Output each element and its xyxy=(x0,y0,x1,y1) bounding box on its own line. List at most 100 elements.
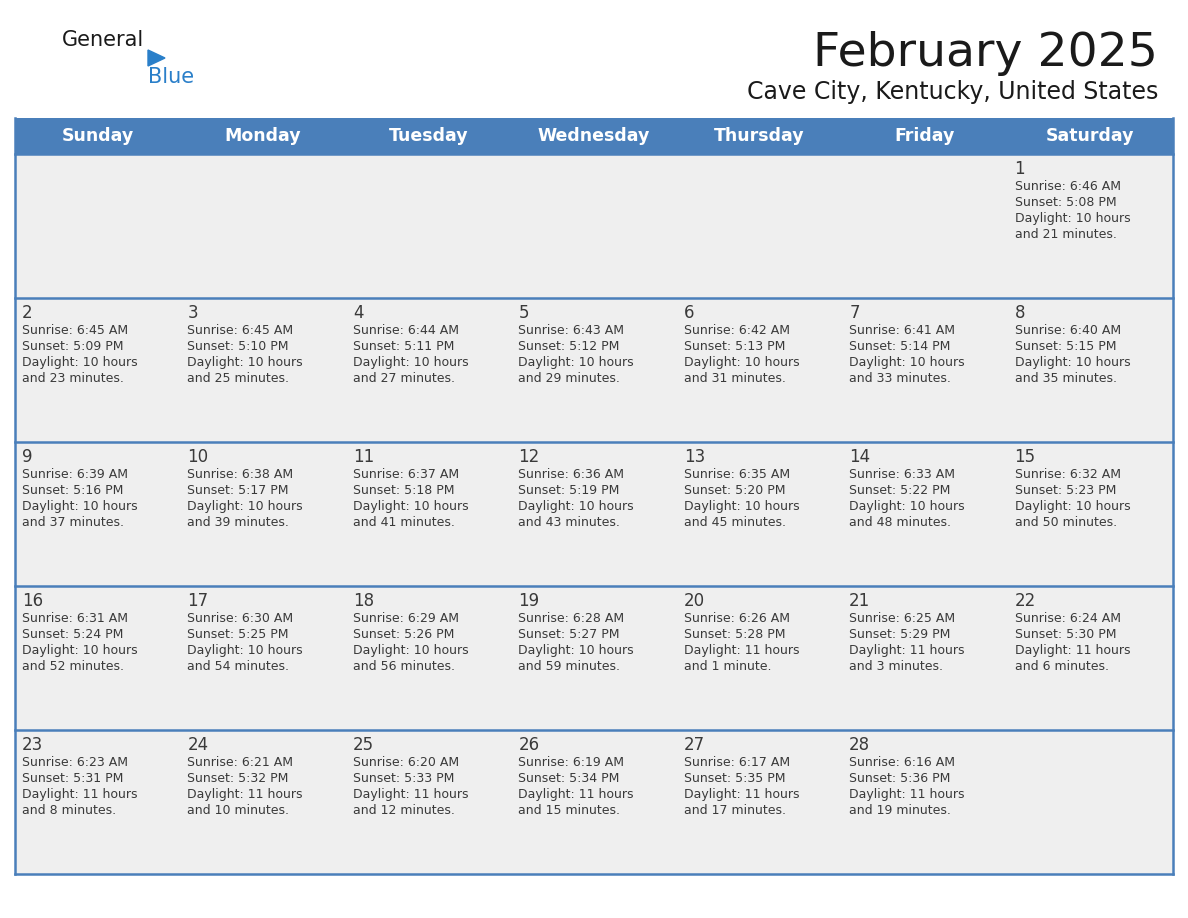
Text: Sunset: 5:10 PM: Sunset: 5:10 PM xyxy=(188,340,289,353)
Text: Blue: Blue xyxy=(148,67,194,87)
Text: Daylight: 11 hours: Daylight: 11 hours xyxy=(518,788,633,801)
Text: Sunset: 5:20 PM: Sunset: 5:20 PM xyxy=(684,484,785,497)
Text: and 52 minutes.: and 52 minutes. xyxy=(23,660,124,673)
Text: Sunrise: 6:20 AM: Sunrise: 6:20 AM xyxy=(353,756,459,769)
Text: Sunrise: 6:36 AM: Sunrise: 6:36 AM xyxy=(518,468,624,481)
Text: Daylight: 10 hours: Daylight: 10 hours xyxy=(518,500,634,513)
Text: Daylight: 10 hours: Daylight: 10 hours xyxy=(849,500,965,513)
Text: Sunrise: 6:33 AM: Sunrise: 6:33 AM xyxy=(849,468,955,481)
Text: 19: 19 xyxy=(518,592,539,610)
Text: Daylight: 11 hours: Daylight: 11 hours xyxy=(849,788,965,801)
Text: Sunset: 5:23 PM: Sunset: 5:23 PM xyxy=(1015,484,1116,497)
Text: Sunrise: 6:45 AM: Sunrise: 6:45 AM xyxy=(23,324,128,337)
Text: 14: 14 xyxy=(849,448,871,466)
Text: Sunrise: 6:16 AM: Sunrise: 6:16 AM xyxy=(849,756,955,769)
Text: 12: 12 xyxy=(518,448,539,466)
Text: Sunset: 5:18 PM: Sunset: 5:18 PM xyxy=(353,484,454,497)
Text: February 2025: February 2025 xyxy=(813,30,1158,75)
Text: Thursday: Thursday xyxy=(714,127,804,145)
Text: Sunset: 5:32 PM: Sunset: 5:32 PM xyxy=(188,772,289,785)
Text: Daylight: 10 hours: Daylight: 10 hours xyxy=(849,356,965,369)
Bar xyxy=(15,118,1173,154)
Text: and 35 minutes.: and 35 minutes. xyxy=(1015,372,1117,385)
Text: Sunset: 5:11 PM: Sunset: 5:11 PM xyxy=(353,340,454,353)
Text: Sunset: 5:29 PM: Sunset: 5:29 PM xyxy=(849,628,950,641)
Text: and 45 minutes.: and 45 minutes. xyxy=(684,516,785,529)
Text: 24: 24 xyxy=(188,736,209,754)
Text: Sunset: 5:33 PM: Sunset: 5:33 PM xyxy=(353,772,454,785)
Bar xyxy=(15,730,1173,874)
Text: 27: 27 xyxy=(684,736,704,754)
Text: Sunrise: 6:37 AM: Sunrise: 6:37 AM xyxy=(353,468,459,481)
Text: Sunrise: 6:26 AM: Sunrise: 6:26 AM xyxy=(684,612,790,625)
Text: Sunrise: 6:41 AM: Sunrise: 6:41 AM xyxy=(849,324,955,337)
Text: Daylight: 10 hours: Daylight: 10 hours xyxy=(684,500,800,513)
Text: 9: 9 xyxy=(23,448,32,466)
Text: and 29 minutes.: and 29 minutes. xyxy=(518,372,620,385)
Text: Monday: Monday xyxy=(225,127,302,145)
Text: and 19 minutes.: and 19 minutes. xyxy=(849,804,952,817)
Text: Daylight: 10 hours: Daylight: 10 hours xyxy=(353,644,468,657)
Text: and 25 minutes.: and 25 minutes. xyxy=(188,372,290,385)
Text: and 50 minutes.: and 50 minutes. xyxy=(1015,516,1117,529)
Text: Cave City, Kentucky, United States: Cave City, Kentucky, United States xyxy=(746,80,1158,104)
Text: Sunrise: 6:43 AM: Sunrise: 6:43 AM xyxy=(518,324,624,337)
Text: Sunrise: 6:35 AM: Sunrise: 6:35 AM xyxy=(684,468,790,481)
Text: Daylight: 10 hours: Daylight: 10 hours xyxy=(23,500,138,513)
Text: 13: 13 xyxy=(684,448,704,466)
Text: and 33 minutes.: and 33 minutes. xyxy=(849,372,952,385)
Text: 10: 10 xyxy=(188,448,209,466)
Text: Sunset: 5:14 PM: Sunset: 5:14 PM xyxy=(849,340,950,353)
Text: Daylight: 10 hours: Daylight: 10 hours xyxy=(188,356,303,369)
Text: Sunset: 5:35 PM: Sunset: 5:35 PM xyxy=(684,772,785,785)
Text: Sunset: 5:36 PM: Sunset: 5:36 PM xyxy=(849,772,950,785)
Text: Daylight: 10 hours: Daylight: 10 hours xyxy=(1015,212,1130,225)
Text: and 37 minutes.: and 37 minutes. xyxy=(23,516,124,529)
Text: Saturday: Saturday xyxy=(1047,127,1135,145)
Text: Sunset: 5:12 PM: Sunset: 5:12 PM xyxy=(518,340,620,353)
Text: Sunrise: 6:46 AM: Sunrise: 6:46 AM xyxy=(1015,180,1120,193)
Text: 23: 23 xyxy=(23,736,43,754)
Text: and 23 minutes.: and 23 minutes. xyxy=(23,372,124,385)
Text: 7: 7 xyxy=(849,304,860,322)
Text: Daylight: 10 hours: Daylight: 10 hours xyxy=(518,356,634,369)
Text: and 1 minute.: and 1 minute. xyxy=(684,660,771,673)
Text: Sunset: 5:16 PM: Sunset: 5:16 PM xyxy=(23,484,124,497)
Text: 21: 21 xyxy=(849,592,871,610)
Text: Sunrise: 6:39 AM: Sunrise: 6:39 AM xyxy=(23,468,128,481)
Text: Sunset: 5:34 PM: Sunset: 5:34 PM xyxy=(518,772,620,785)
Text: and 39 minutes.: and 39 minutes. xyxy=(188,516,290,529)
Bar xyxy=(15,154,1173,298)
Text: Sunrise: 6:19 AM: Sunrise: 6:19 AM xyxy=(518,756,624,769)
Text: Sunset: 5:09 PM: Sunset: 5:09 PM xyxy=(23,340,124,353)
Text: 17: 17 xyxy=(188,592,209,610)
Text: and 21 minutes.: and 21 minutes. xyxy=(1015,228,1117,241)
Text: Sunset: 5:08 PM: Sunset: 5:08 PM xyxy=(1015,196,1117,209)
Text: and 54 minutes.: and 54 minutes. xyxy=(188,660,290,673)
Text: 15: 15 xyxy=(1015,448,1036,466)
Text: 1: 1 xyxy=(1015,160,1025,178)
Text: Sunday: Sunday xyxy=(62,127,134,145)
Text: Daylight: 11 hours: Daylight: 11 hours xyxy=(23,788,138,801)
Text: Sunset: 5:15 PM: Sunset: 5:15 PM xyxy=(1015,340,1116,353)
Text: Daylight: 10 hours: Daylight: 10 hours xyxy=(1015,356,1130,369)
Text: Daylight: 11 hours: Daylight: 11 hours xyxy=(188,788,303,801)
Text: Sunset: 5:31 PM: Sunset: 5:31 PM xyxy=(23,772,124,785)
Text: Sunset: 5:13 PM: Sunset: 5:13 PM xyxy=(684,340,785,353)
Text: and 10 minutes.: and 10 minutes. xyxy=(188,804,290,817)
Text: Sunrise: 6:38 AM: Sunrise: 6:38 AM xyxy=(188,468,293,481)
Text: 25: 25 xyxy=(353,736,374,754)
Text: Friday: Friday xyxy=(895,127,955,145)
Text: Sunrise: 6:17 AM: Sunrise: 6:17 AM xyxy=(684,756,790,769)
Text: and 48 minutes.: and 48 minutes. xyxy=(849,516,952,529)
Text: Daylight: 10 hours: Daylight: 10 hours xyxy=(353,500,468,513)
Text: Daylight: 11 hours: Daylight: 11 hours xyxy=(684,644,800,657)
Text: 22: 22 xyxy=(1015,592,1036,610)
Text: Daylight: 10 hours: Daylight: 10 hours xyxy=(23,644,138,657)
Text: Daylight: 11 hours: Daylight: 11 hours xyxy=(1015,644,1130,657)
Bar xyxy=(15,442,1173,586)
Text: Daylight: 10 hours: Daylight: 10 hours xyxy=(23,356,138,369)
Text: Sunrise: 6:40 AM: Sunrise: 6:40 AM xyxy=(1015,324,1120,337)
Text: Daylight: 10 hours: Daylight: 10 hours xyxy=(188,644,303,657)
Text: Daylight: 11 hours: Daylight: 11 hours xyxy=(684,788,800,801)
